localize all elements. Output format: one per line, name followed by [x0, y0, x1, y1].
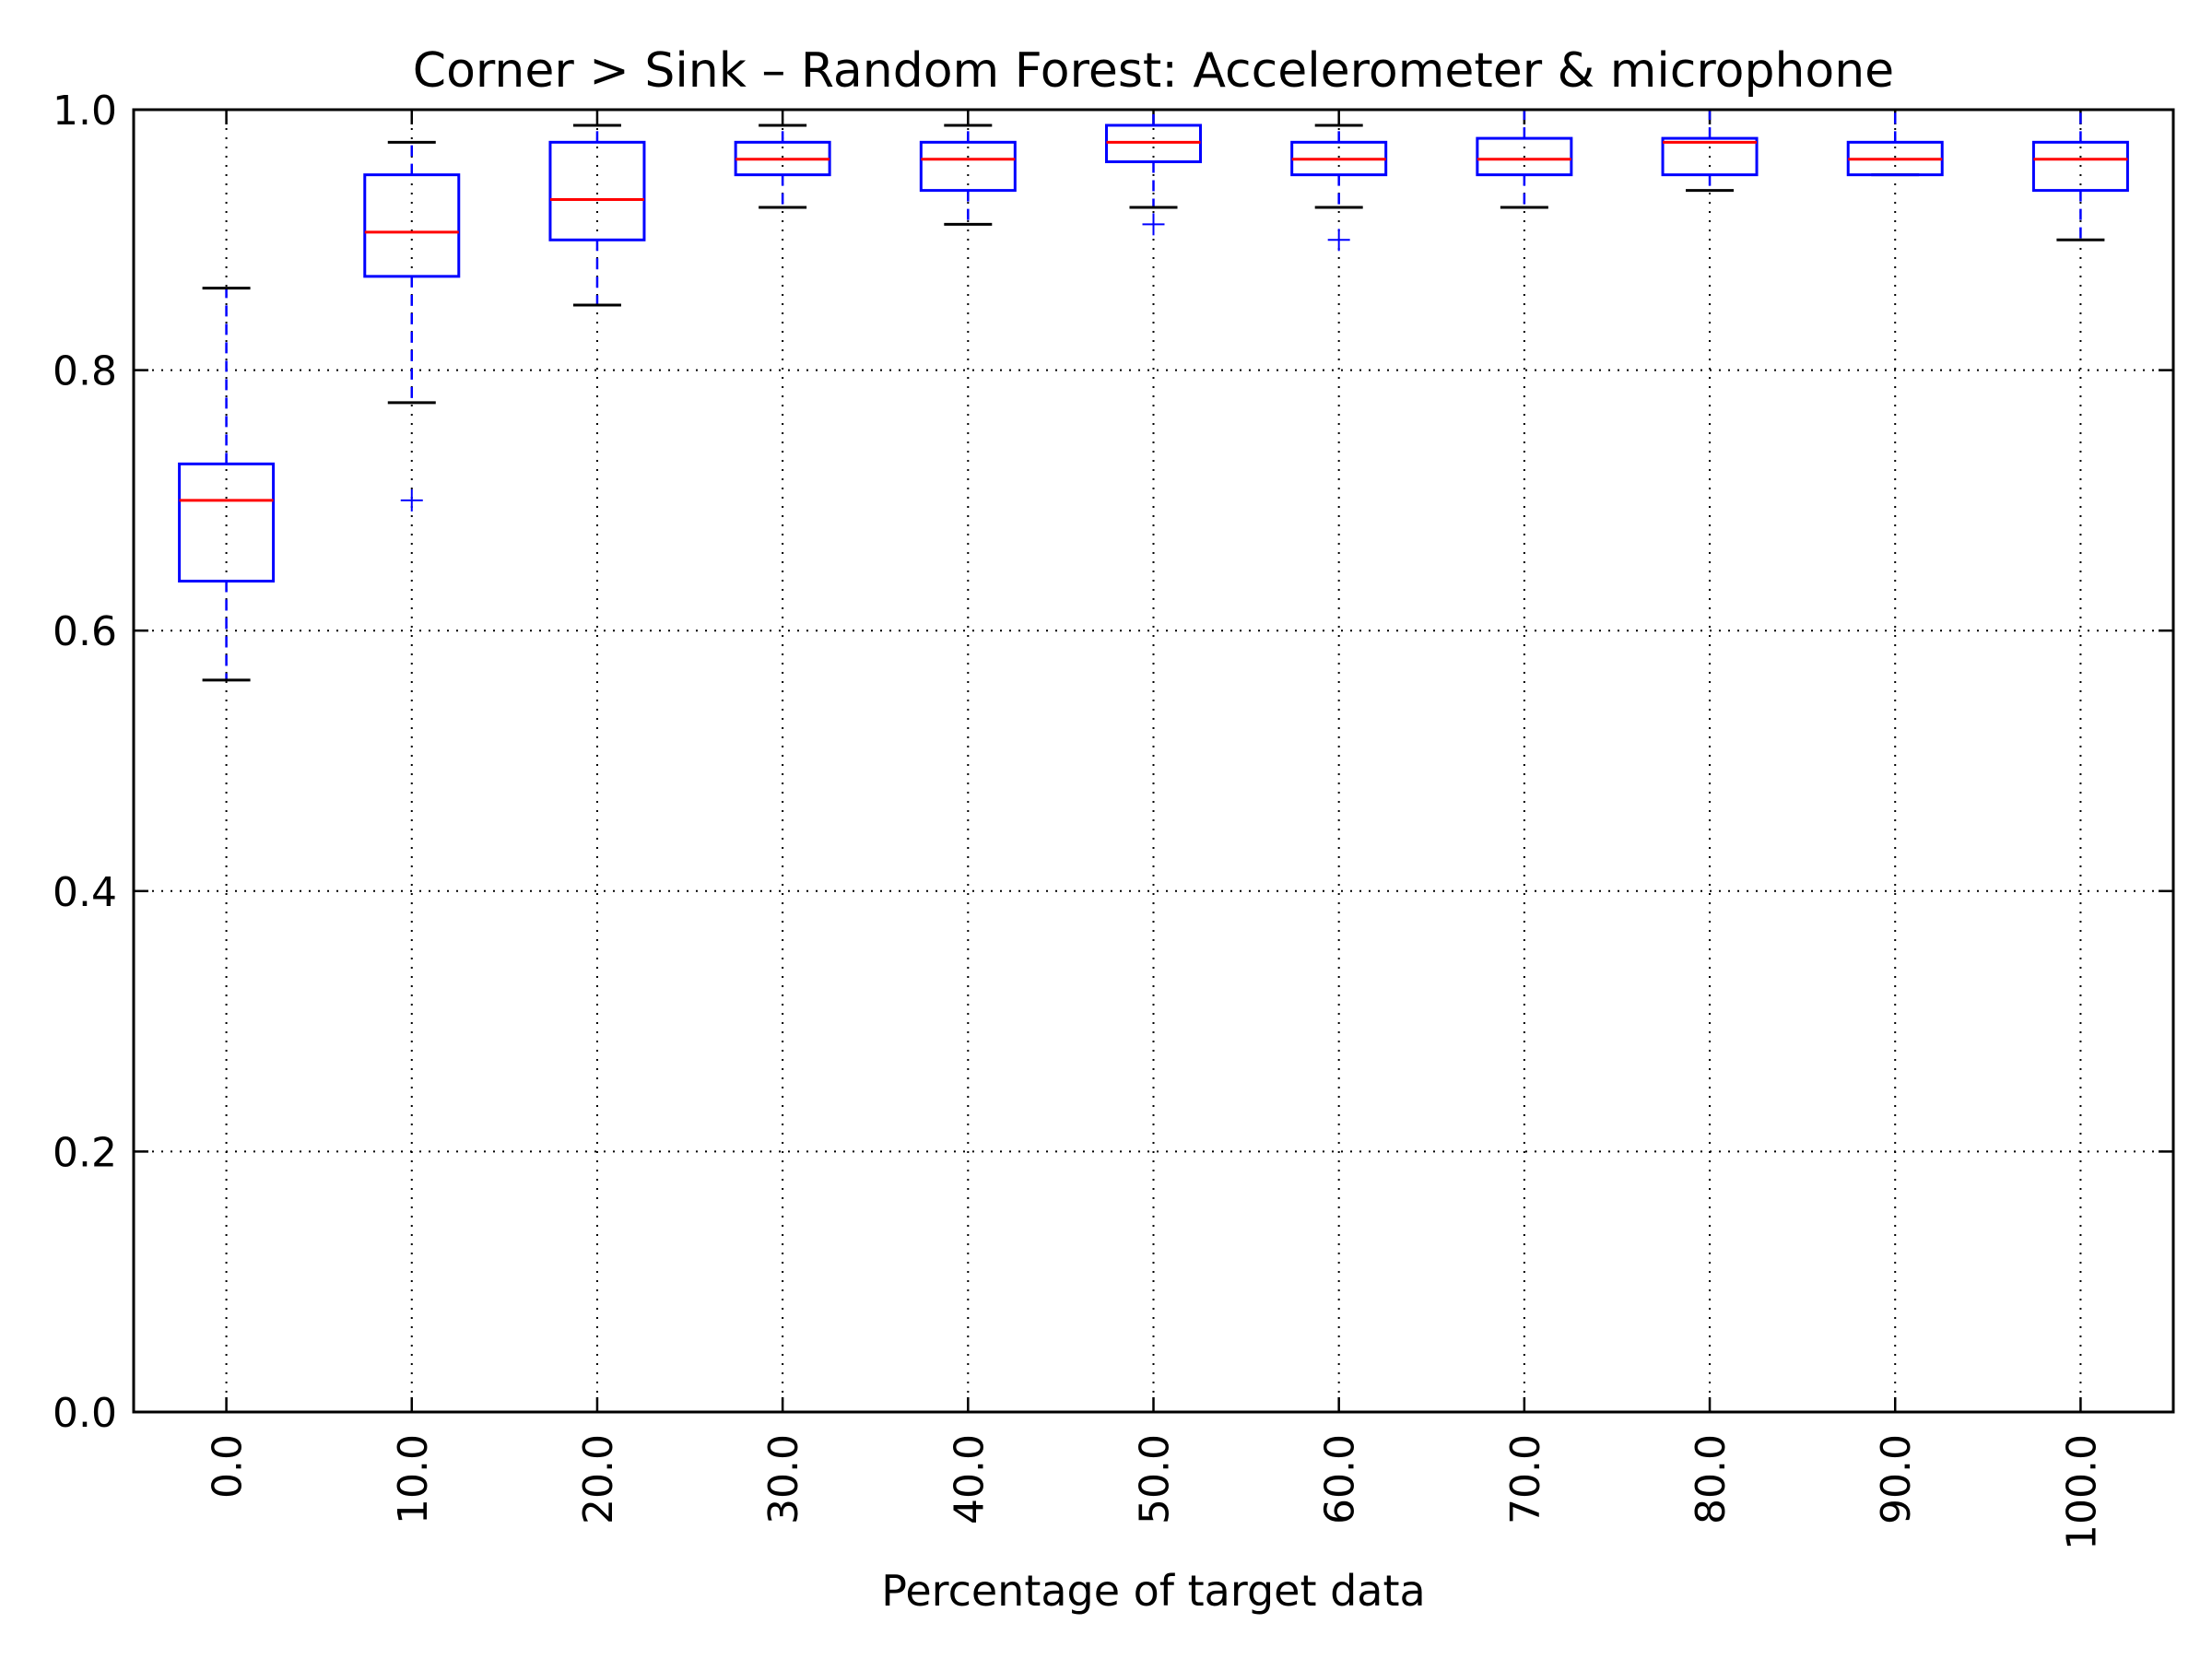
x-tick-label: 10.0 [390, 1434, 437, 1524]
x-tick-label: 100.0 [2058, 1434, 2105, 1550]
x-tick-label: 40.0 [946, 1434, 993, 1524]
x-tick-label: 0.0 [205, 1434, 252, 1499]
box-iqr [363, 173, 461, 278]
x-tick-label: 50.0 [1132, 1434, 1179, 1524]
x-tick-label: 20.0 [575, 1434, 622, 1524]
chart-title: Corner > Sink – Random Forest: Accelerom… [413, 43, 1894, 99]
y-tick-label: 0.4 [53, 869, 117, 916]
y-tick-label: 0.8 [53, 348, 117, 395]
box-50.0 [1105, 108, 1202, 236]
box-iqr [548, 140, 646, 241]
x-tick-label: 80.0 [1688, 1434, 1735, 1524]
box-10.0 [363, 140, 461, 512]
outlier-marker [1327, 229, 1350, 252]
box-60.0 [1290, 124, 1388, 252]
plot-frame [132, 108, 2175, 1414]
outlier-marker [400, 488, 423, 512]
x-axis-label: Percentage of target data [881, 1566, 1425, 1616]
box-iqr [178, 462, 276, 583]
tick-labels: 0.0 0.2 0.4 0.6 0.8 1.0 0.0 10.0 20.0 30.0 40.0 50.… [53, 88, 2105, 1550]
y-tick-label: 0.2 [53, 1129, 117, 1176]
boxes [178, 108, 2129, 682]
box-30.0 [734, 124, 831, 209]
box-iqr [2031, 140, 2129, 193]
y-tick-label: 0.0 [53, 1390, 117, 1437]
x-tick-label: 30.0 [760, 1434, 807, 1524]
x-tick-label: 90.0 [1873, 1434, 1920, 1524]
box-20.0 [548, 124, 646, 307]
box-0.0 [178, 287, 276, 682]
box-iqr [1476, 136, 1573, 177]
y-tick-label: 0.6 [53, 608, 117, 655]
box-iqr [919, 140, 1017, 193]
box-40.0 [919, 124, 1017, 226]
box-iqr [1661, 136, 1759, 177]
outlier-marker [1142, 213, 1165, 236]
x-tick-label: 60.0 [1317, 1434, 1364, 1524]
y-tick-label: 1.0 [53, 88, 117, 135]
x-tick-label: 70.0 [1502, 1434, 1549, 1524]
